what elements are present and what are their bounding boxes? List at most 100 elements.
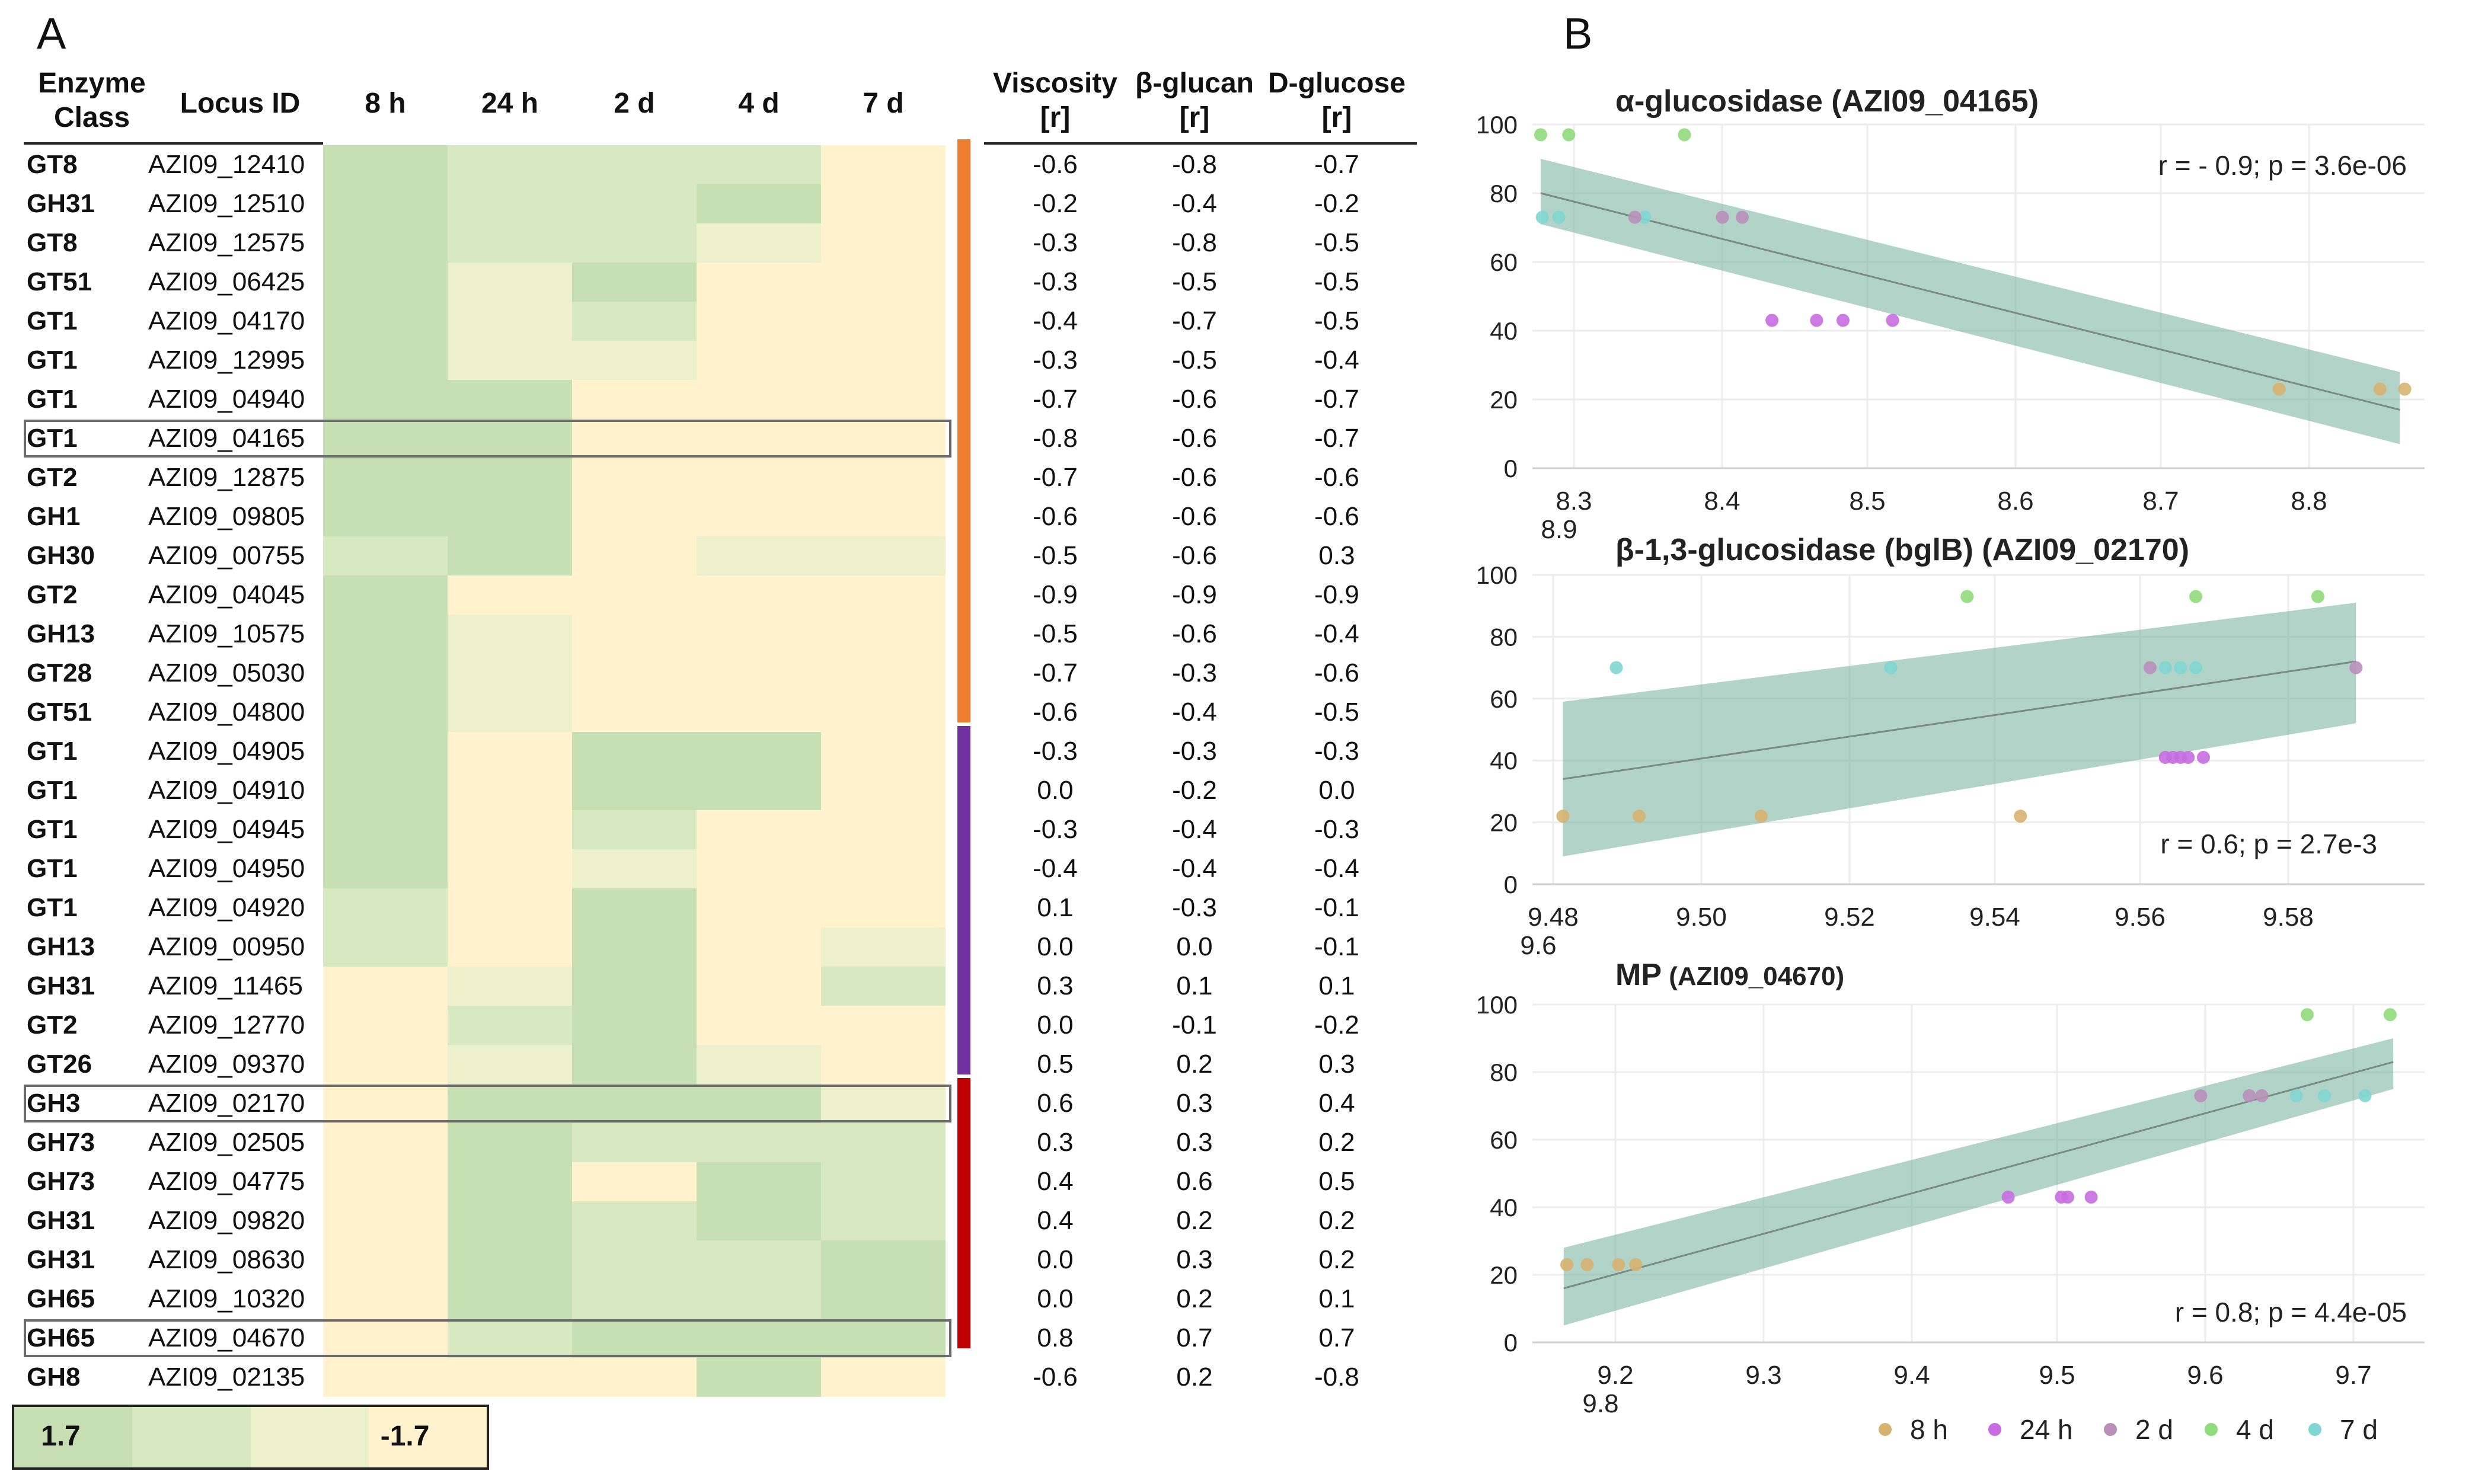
heatmap-cell xyxy=(323,1319,448,1358)
locus-id-cell: AZI09_04910 xyxy=(148,776,305,805)
legend-label: 2 d xyxy=(2135,1414,2173,1445)
d-glucose-r-cell: 0.1 xyxy=(1318,1284,1355,1313)
d-glucose-r-cell: 0.3 xyxy=(1318,1050,1355,1079)
heatmap-cell xyxy=(821,458,946,497)
heatmap-cell xyxy=(821,693,946,732)
scatter-chart-1: 0 20 40 60 80 100 8.3 8.4 8.5 8.6 8.7 8.8 8.9 α-gluco… xyxy=(1476,84,2425,544)
heatmap-cell xyxy=(572,302,697,341)
heatmap-cell xyxy=(821,732,946,771)
heatmap-cell xyxy=(448,302,572,341)
enzyme-class-cell: GT8 xyxy=(27,228,78,257)
enzyme-class-cell: GH31 xyxy=(27,1245,95,1274)
viscosity-r-cell: -0.3 xyxy=(1033,737,1078,766)
data-point xyxy=(1884,661,1898,674)
beta-glucan-r-cell: 0.2 xyxy=(1176,1284,1213,1313)
viscosity-r-cell: 0.4 xyxy=(1037,1206,1074,1235)
header-viscosity: Viscosity [r] xyxy=(993,68,1117,133)
heatmap-cell xyxy=(448,419,572,458)
locus-id-cell: AZI09_04905 xyxy=(148,737,305,766)
locus-id-cell: AZI09_09820 xyxy=(148,1206,305,1235)
heatmap-cell xyxy=(572,575,697,615)
enzyme-class-cell: GT1 xyxy=(27,737,78,766)
viscosity-r-cell: 0.0 xyxy=(1037,932,1074,961)
heatmap-cell xyxy=(697,341,821,380)
heatmap-cell xyxy=(572,458,697,497)
data-point xyxy=(2289,1089,2303,1102)
beta-glucan-r-cell: 0.0 xyxy=(1176,932,1213,961)
heatmap-cell xyxy=(448,575,572,615)
heatmap-cell xyxy=(821,302,946,341)
locus-id-cell: AZI09_04950 xyxy=(148,854,305,883)
heatmap-cell xyxy=(697,1084,821,1123)
d-glucose-r-cell: -0.1 xyxy=(1314,932,1359,961)
data-point xyxy=(2189,661,2203,674)
viscosity-r-cell: -0.6 xyxy=(1033,150,1078,179)
data-point xyxy=(2158,661,2172,674)
d-glucose-r-cell: -0.6 xyxy=(1314,502,1359,531)
heatmap-cell xyxy=(572,928,697,967)
d-glucose-r-cell: 0.2 xyxy=(1318,1206,1355,1235)
d-glucose-r-cell: -0.3 xyxy=(1314,737,1359,766)
scatter-chart-2: 0 20 40 60 80 100 9.48 9.50 9.52 9.54 9.56 9.58 9.6 β… xyxy=(1476,533,2425,960)
locus-id-cell: AZI09_08630 xyxy=(148,1245,305,1274)
locus-id-cell: AZI09_12575 xyxy=(148,228,305,257)
enzyme-class-cell: GT2 xyxy=(27,463,78,492)
locus-id-cell: AZI09_04920 xyxy=(148,893,305,922)
beta-glucan-r-cell: -0.6 xyxy=(1172,502,1217,531)
d-glucose-r-cell: -0.5 xyxy=(1314,228,1359,257)
x-extra-tick-label: 8.9 xyxy=(1541,515,1577,544)
locus-id-cell: AZI09_04775 xyxy=(148,1167,305,1196)
locus-id-cell: AZI09_09370 xyxy=(148,1050,305,1079)
heatmap-cell xyxy=(697,1358,821,1397)
x-tick-label: 9.7 xyxy=(2335,1361,2371,1390)
enzyme-class-cell: GT1 xyxy=(27,854,78,883)
beta-glucan-r-cell: -0.4 xyxy=(1172,854,1217,883)
enzyme-class-cell: GH31 xyxy=(27,971,95,1000)
legend-label: 4 d xyxy=(2236,1414,2274,1445)
legend-label: 24 h xyxy=(2020,1414,2073,1445)
heatmap-cell xyxy=(323,380,448,419)
beta-glucan-r-cell: -0.3 xyxy=(1172,737,1217,766)
heatmap-cell xyxy=(821,928,946,967)
data-point xyxy=(2243,1089,2256,1102)
cluster-bar xyxy=(957,1078,970,1348)
viscosity-r-cell: 0.6 xyxy=(1037,1089,1074,1118)
heatmap-cell xyxy=(323,1123,448,1162)
data-point xyxy=(1535,210,1549,224)
data-point xyxy=(1580,1258,1594,1271)
d-glucose-r-cell: 0.0 xyxy=(1318,776,1355,805)
legend-marker xyxy=(1879,1423,1892,1436)
data-point xyxy=(2373,382,2387,396)
heatmap-cell xyxy=(572,1358,697,1397)
beta-glucan-r-cell: -0.9 xyxy=(1172,580,1217,609)
legend-marker xyxy=(2104,1423,2117,1436)
beta-glucan-r-cell: -0.7 xyxy=(1172,306,1217,335)
beta-glucan-r-cell: 0.2 xyxy=(1176,1050,1213,1079)
locus-id-cell: AZI09_10320 xyxy=(148,1284,305,1313)
heatmap-cell xyxy=(821,1240,946,1280)
heatmap-cell xyxy=(821,1201,946,1240)
locus-id-cell: AZI09_02170 xyxy=(148,1089,305,1118)
viscosity-r-cell: 0.3 xyxy=(1037,971,1074,1000)
chart-title: α-glucosidase (AZI09_04165) xyxy=(1615,84,2039,119)
confidence-band xyxy=(1563,602,2356,857)
y-tick-label: 20 xyxy=(1490,809,1518,837)
heatmap-cell xyxy=(448,1123,572,1162)
locus-id-cell: AZI09_10575 xyxy=(148,619,305,648)
heatmap-cell xyxy=(697,497,821,536)
heatmap-cell xyxy=(697,419,821,458)
locus-id-cell: AZI09_12510 xyxy=(148,189,305,218)
x-tick-label: 9.2 xyxy=(1597,1361,1633,1390)
correlation-annotation: r = - 0.9; p = 3.6e-06 xyxy=(2158,150,2407,181)
y-tick-label: 0 xyxy=(1504,871,1518,898)
heatmap-cell xyxy=(697,536,821,575)
locus-id-cell: AZI09_02135 xyxy=(148,1363,305,1392)
y-tick-label: 80 xyxy=(1490,1058,1518,1086)
data-point xyxy=(2272,382,2286,396)
beta-glucan-r-cell: -0.6 xyxy=(1172,619,1217,648)
heatmap-cell xyxy=(821,888,946,928)
heatmap-cell xyxy=(697,693,821,732)
data-point xyxy=(2318,1089,2332,1102)
y-tick-label: 20 xyxy=(1490,1261,1518,1289)
data-point xyxy=(1562,128,1576,142)
